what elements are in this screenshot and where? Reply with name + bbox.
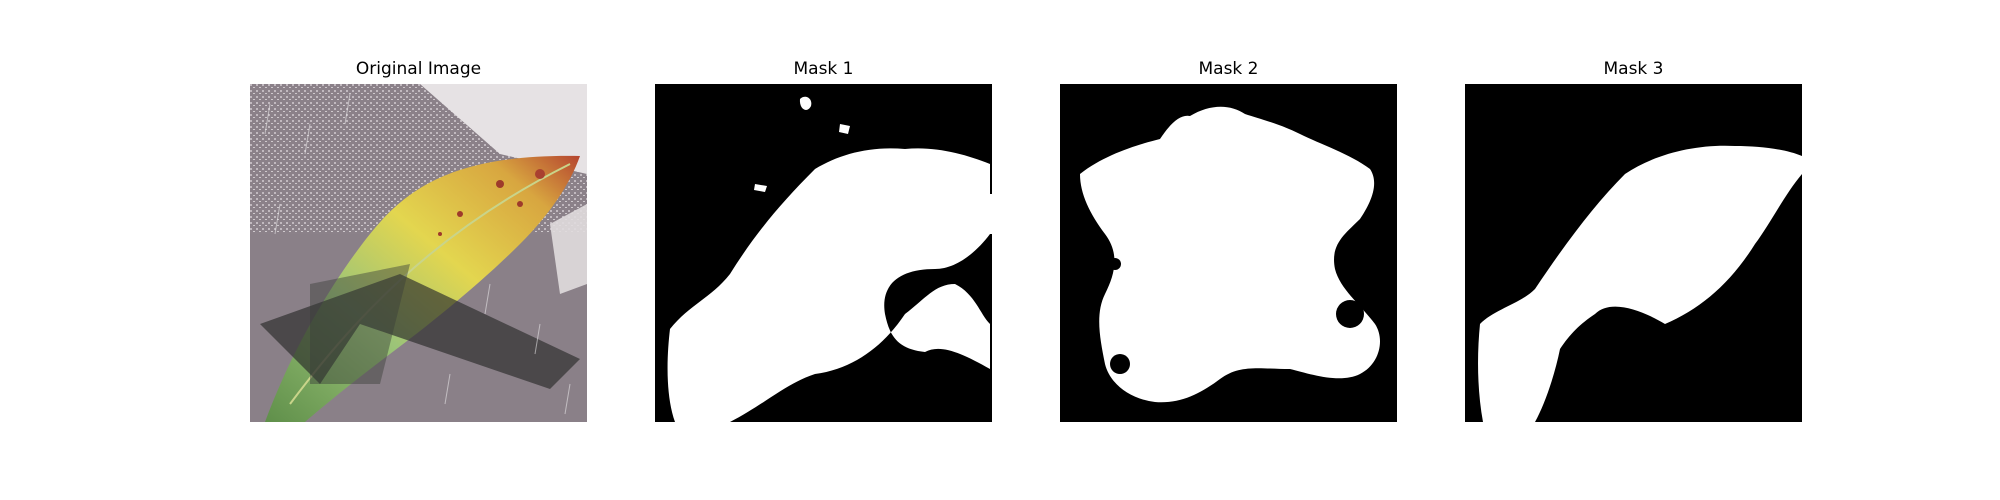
original-image-graphic xyxy=(250,84,587,422)
mask-3-graphic xyxy=(1465,84,1802,422)
panel-title-mask-3: Mask 3 xyxy=(1603,59,1664,79)
mask-2 xyxy=(1060,84,1397,422)
panel-title-mask-1: Mask 1 xyxy=(793,59,854,79)
mask-3 xyxy=(1465,84,1802,422)
mask-1 xyxy=(655,84,992,422)
mask-2-graphic xyxy=(1060,84,1397,422)
mask-1-graphic xyxy=(655,84,992,422)
panel-title-original: Original Image xyxy=(355,59,482,79)
original-image xyxy=(250,84,587,422)
panel-title-mask-2: Mask 2 xyxy=(1198,59,1259,79)
